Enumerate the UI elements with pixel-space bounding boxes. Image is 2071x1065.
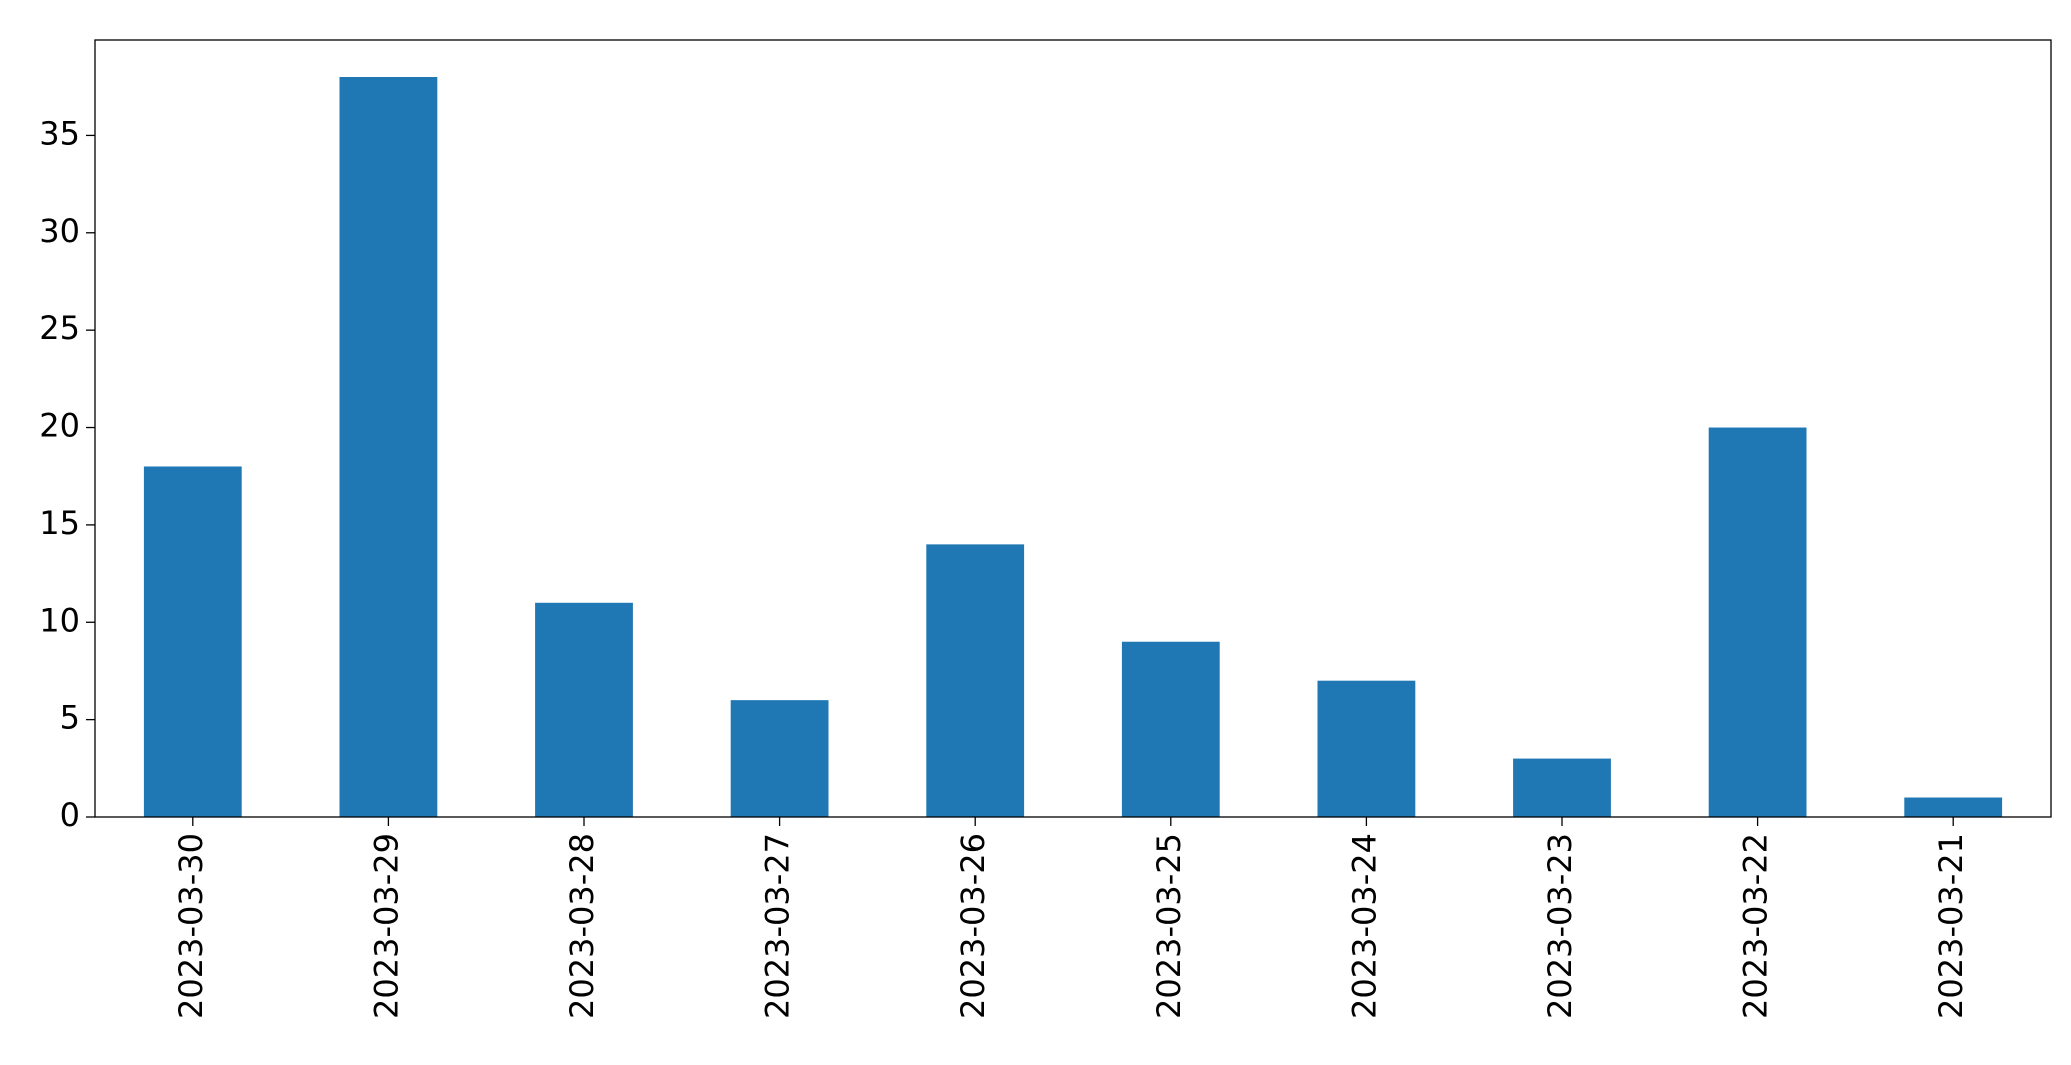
bar	[730, 700, 829, 817]
y-tick-label: 20	[39, 407, 80, 445]
y-tick-label: 30	[39, 212, 80, 250]
bar	[1317, 680, 1416, 817]
x-tick-label: 2023-03-25	[1150, 833, 1188, 1019]
bar	[535, 602, 633, 817]
y-tick-label: 10	[39, 601, 80, 639]
x-tick-label: 2023-03-24	[1345, 833, 1383, 1019]
bar	[926, 544, 1025, 817]
x-tick-label: 2023-03-29	[367, 833, 405, 1019]
y-tick-label: 15	[39, 504, 80, 542]
x-tick-label: 2023-03-30	[172, 833, 210, 1019]
y-tick-label: 35	[39, 114, 80, 152]
bar	[1513, 758, 1611, 817]
plot-frame	[94, 39, 2052, 818]
x-tick-label: 2023-03-21	[1932, 833, 1970, 1019]
bar	[1121, 641, 1220, 817]
y-tick-label: 5	[60, 699, 80, 737]
y-tick-label: 25	[39, 309, 80, 347]
bar	[143, 466, 242, 817]
x-tick-label: 2023-03-22	[1737, 833, 1775, 1019]
bar	[1904, 797, 2003, 817]
x-tick-label: 2023-03-26	[954, 833, 992, 1019]
bar	[1708, 427, 1807, 817]
bar	[339, 77, 438, 817]
x-tick-label: 2023-03-27	[759, 833, 797, 1019]
x-tick-label: 2023-03-28	[563, 833, 601, 1019]
y-tick-label: 0	[60, 796, 80, 834]
x-tick-label: 2023-03-23	[1541, 833, 1579, 1019]
